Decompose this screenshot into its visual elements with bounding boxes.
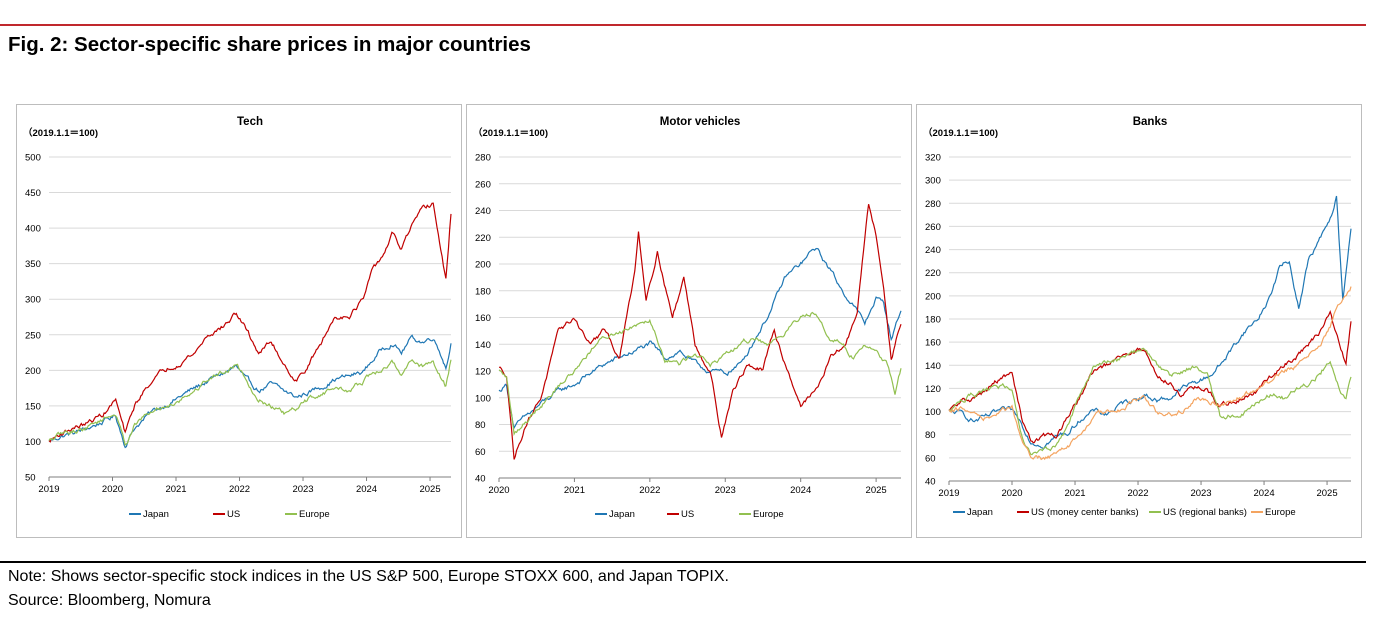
x-tick-label: 2020 [488, 485, 509, 496]
y-tick-label: 260 [925, 222, 941, 233]
y-tick-label: 100 [25, 437, 41, 448]
chart-title: Motor vehicles [660, 116, 741, 128]
legend-label-us: US [227, 509, 240, 520]
y-tick-label: 160 [475, 313, 491, 324]
legend-label-us: US [681, 509, 694, 520]
y-tick-label: 200 [925, 291, 941, 302]
series-line-japan [948, 195, 1352, 450]
y-tick-label: 120 [925, 384, 941, 395]
y-tick-label: 140 [475, 340, 491, 351]
y-tick-label: 200 [25, 366, 41, 377]
x-tick-label: 2019 [938, 488, 959, 499]
y-tick-label: 280 [925, 199, 941, 210]
y-tick-label: 80 [925, 430, 936, 441]
y-tick-label: 180 [925, 315, 941, 326]
y-tick-label: 220 [475, 233, 491, 244]
series-line-europe [48, 359, 452, 447]
legend-label-europe: Europe [753, 509, 784, 520]
chart-panel-motor-vehicles: Motor vehicles （2019.1.1＝100) 40 60 80 100 120… [466, 104, 912, 538]
y-tick-label: 150 [25, 401, 41, 412]
y-tick-label: 120 [475, 367, 491, 378]
chart-title: Tech [237, 116, 263, 128]
legend-label-japan: Japan [967, 507, 993, 518]
x-tick-label: 2020 [1001, 488, 1022, 499]
series-line-japan [48, 334, 452, 449]
x-tick-label: 2024 [356, 484, 377, 495]
y-tick-label: 300 [925, 176, 941, 187]
x-tick-label: 2021 [165, 484, 186, 495]
series-line-europe [948, 286, 1352, 461]
x-tick-label: 2022 [1127, 488, 1148, 499]
chart-panel-banks: Banks （2019.1.1＝100) 40 60 80 100 120 140 160 180… [916, 104, 1362, 538]
y-tick-label: 40 [925, 477, 936, 488]
y-tick-label: 180 [475, 286, 491, 297]
figure-note: Note: Shows sector-specific stock indice… [8, 568, 729, 585]
tech-chart: Tech （2019.1.1＝100) 50 100 150 200 250 300 350 40… [23, 116, 452, 520]
y-tick-label: 300 [25, 295, 41, 306]
unit-label: （2019.1.1＝100) [923, 127, 998, 139]
y-tick-label: 100 [925, 407, 941, 418]
y-tick-label: 160 [925, 338, 941, 349]
figure-source: Source: Bloomberg, Nomura [8, 592, 211, 609]
top-rule [0, 24, 1366, 26]
y-tick-label: 200 [475, 260, 491, 271]
y-tick-label: 280 [475, 153, 491, 164]
y-tick-label: 350 [25, 259, 41, 270]
y-tick-label: 50 [25, 473, 36, 484]
figure-title: Fig. 2: Sector-specific share prices in … [8, 33, 531, 56]
y-tick-label: 500 [25, 153, 41, 164]
series-line-us [498, 204, 902, 460]
x-tick-label: 2024 [790, 485, 811, 496]
y-tick-label: 80 [475, 420, 486, 431]
x-tick-label: 2024 [1253, 488, 1274, 499]
series-line-us-money-center-banks [948, 309, 1352, 444]
x-tick-label: 2023 [1190, 488, 1211, 499]
unit-label: （2019.1.1＝100) [23, 127, 98, 139]
y-tick-label: 240 [475, 206, 491, 217]
x-tick-label: 2020 [102, 484, 123, 495]
y-tick-label: 320 [925, 153, 941, 164]
chart-title: Banks [1133, 116, 1168, 128]
x-tick-label: 2023 [292, 484, 313, 495]
x-tick-label: 2021 [564, 485, 585, 496]
y-tick-label: 450 [25, 188, 41, 199]
legend-label-europe: Europe [299, 509, 330, 520]
series-line-japan [498, 247, 902, 430]
y-tick-label: 220 [925, 268, 941, 279]
x-tick-label: 2021 [1064, 488, 1085, 499]
unit-label: （2019.1.1＝100) [473, 127, 548, 139]
series-line-us [48, 202, 452, 443]
x-tick-label: 2022 [229, 484, 250, 495]
x-tick-label: 2025 [1316, 488, 1337, 499]
chart-panel-tech: Tech （2019.1.1＝100) 50 100 150 200 250 300 350 40… [16, 104, 462, 538]
y-tick-label: 40 [475, 474, 486, 485]
y-tick-label: 260 [475, 179, 491, 190]
y-tick-label: 100 [475, 393, 491, 404]
y-tick-label: 250 [25, 330, 41, 341]
bottom-rule [0, 561, 1366, 563]
banks-chart: Banks （2019.1.1＝100) 40 60 80 100 120 140 160 180… [923, 116, 1352, 518]
motor-vehicles-chart: Motor vehicles （2019.1.1＝100) 40 60 80 100 120… [473, 116, 902, 520]
legend-label-us-regional-banks: US (regional banks) [1163, 507, 1247, 518]
y-tick-label: 140 [925, 361, 941, 372]
legend-label-us-money-center-banks: US (money center banks) [1031, 507, 1139, 518]
series-line-europe [498, 311, 902, 436]
legend-label-japan: Japan [609, 509, 635, 520]
y-tick-label: 60 [925, 453, 936, 464]
series-line-us-regional-banks [948, 347, 1352, 456]
x-tick-label: 2023 [715, 485, 736, 496]
legend-label-europe: Europe [1265, 507, 1296, 518]
y-tick-label: 400 [25, 224, 41, 235]
y-tick-label: 60 [475, 447, 486, 458]
x-tick-label: 2022 [639, 485, 660, 496]
x-tick-label: 2025 [419, 484, 440, 495]
x-tick-label: 2019 [38, 484, 59, 495]
y-tick-label: 240 [925, 245, 941, 256]
x-tick-label: 2025 [866, 485, 887, 496]
legend-label-japan: Japan [143, 509, 169, 520]
